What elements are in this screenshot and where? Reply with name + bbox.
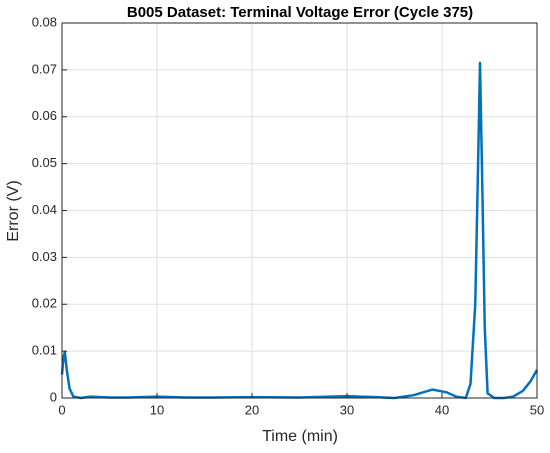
y-tick-label: 0.06: [32, 108, 57, 123]
y-tick-label: 0.02: [32, 296, 57, 311]
y-tick-label: 0.04: [32, 202, 57, 217]
y-tick-label: 0: [50, 389, 57, 404]
x-axis-label: Time (min): [262, 428, 338, 445]
x-tick-label: 40: [435, 402, 449, 417]
y-tick-label: 0.05: [32, 155, 57, 170]
y-tick-label: 0.07: [32, 61, 57, 76]
x-tick-label: 20: [245, 402, 259, 417]
y-tick-label: 0.01: [32, 343, 57, 358]
x-tick-label: 0: [58, 402, 65, 417]
x-tick-label: 50: [530, 402, 544, 417]
chart-title: B005 Dataset: Terminal Voltage Error (Cy…: [127, 4, 473, 21]
x-tick-label: 10: [150, 402, 164, 417]
y-axis-label: Error (V): [5, 180, 22, 241]
y-tick-label: 0.08: [32, 14, 57, 29]
x-tick-label: 30: [340, 402, 354, 417]
y-tick-label: 0.03: [32, 249, 57, 264]
